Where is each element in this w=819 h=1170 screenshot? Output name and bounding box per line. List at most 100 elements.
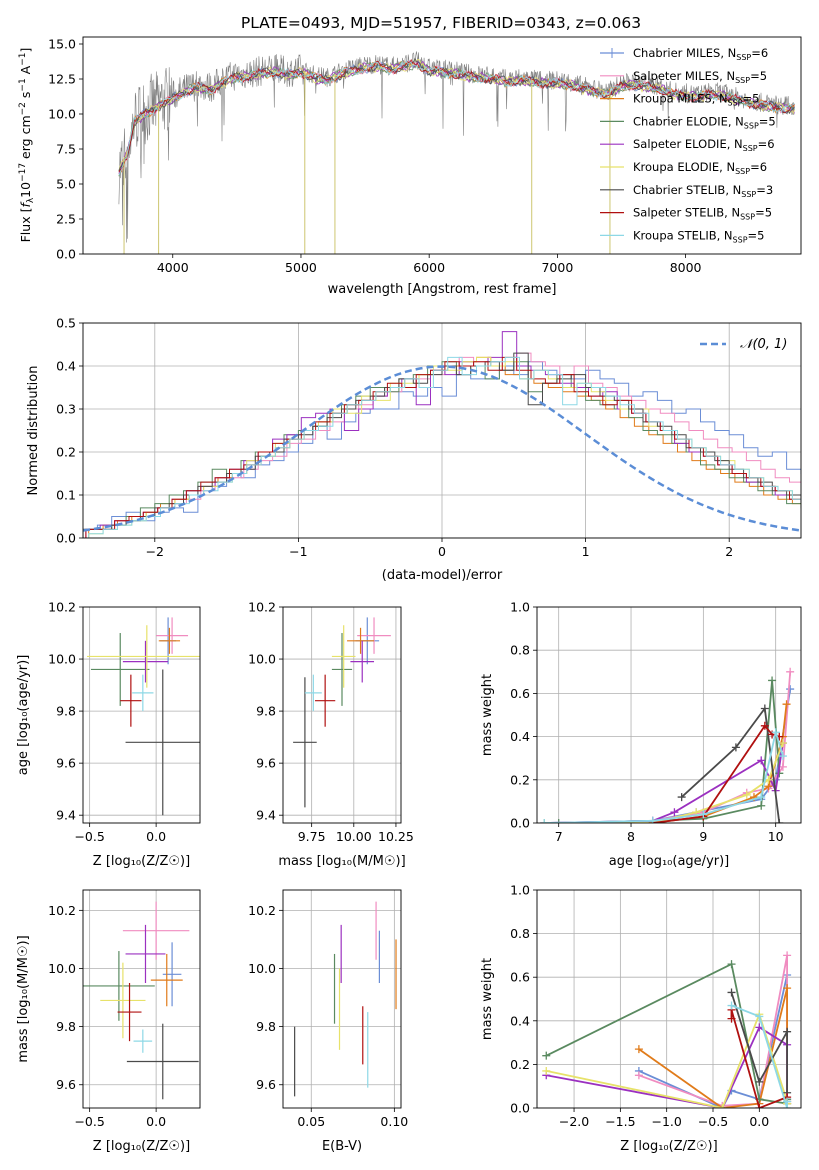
weight-marker [783, 951, 792, 960]
y-tick-label: 0.6 [510, 970, 530, 985]
y-tick-label: 5.0 [56, 177, 76, 192]
y-axis-label: mass [log₁₀(M/M☉)] [16, 935, 31, 1062]
model-spectrum-7 [118, 58, 795, 173]
y-tick-label: 0.5 [56, 316, 76, 331]
model-spectrum-4 [118, 60, 795, 174]
weight-marker [699, 810, 708, 819]
y-tick-label: 10.2 [48, 600, 76, 615]
y-tick-label: 10.0 [248, 652, 276, 667]
y-tick-label: 9.4 [56, 808, 76, 823]
y-tick-label: 0.4 [56, 359, 76, 374]
x-tick-label: 1 [582, 544, 590, 559]
y-tick-label: 10.0 [48, 652, 76, 667]
axes-frame [82, 606, 201, 824]
weight-marker [742, 790, 751, 799]
weight-line-8 [544, 728, 784, 823]
weight-marker [757, 756, 766, 765]
x-tick-label: 0.0 [749, 1114, 769, 1129]
axes-frame [82, 889, 201, 1109]
legend-label-0: Chabrier MILES, NSSP=6 [633, 46, 768, 62]
plot-area [83, 607, 200, 823]
y-tick-label: 9.6 [256, 1077, 276, 1092]
model-spectrum-8 [118, 60, 795, 176]
weight-marker [648, 816, 657, 823]
y-tick-label: 9.6 [56, 756, 76, 771]
x-tick-label: 0.05 [297, 1114, 325, 1129]
x-tick-label: 2 [725, 544, 733, 559]
weight-marker [677, 793, 686, 802]
y-tick-label: 9.6 [56, 1077, 76, 1092]
legend-label-1: Salpeter MILES, NSSP=5 [633, 69, 767, 85]
y-tick-label: 0.4 [510, 729, 530, 744]
weight-marker [540, 819, 549, 823]
y-tick-label: 0.2 [56, 445, 76, 460]
x-tick-label: 10.00 [336, 829, 372, 844]
y-axis-label: Normed distribution [26, 366, 41, 496]
y-axis-label: mass weight [480, 958, 495, 1040]
axes-frame [536, 889, 802, 1109]
x-tick-label: −0.5 [74, 829, 104, 844]
axes-spectrum: 4000 5000 6000 7000 8000 0.0 2.5 5.0 7.5 10.0 12.5… [18, 37, 802, 297]
y-tick-label: 1.0 [510, 883, 530, 898]
y-tick-label: 15.0 [48, 37, 76, 52]
x-tick-label: −2 [146, 544, 164, 559]
weight-marker [731, 743, 740, 752]
y-tick-label: 0.6 [510, 686, 530, 701]
weight-marker [542, 1051, 551, 1060]
weight-marker [755, 1077, 764, 1086]
x-tick-label: −0.5 [74, 1114, 104, 1129]
weight-marker [778, 762, 787, 771]
weight-marker [768, 676, 777, 685]
y-tick-label: 0.2 [510, 1057, 530, 1072]
x-tick-label: 7000 [541, 260, 573, 275]
legend-label: 𝒩(0, 1) [740, 337, 787, 352]
weight-marker [757, 801, 766, 810]
x-tick-label: −2.0 [559, 1114, 589, 1129]
histogram-6 [83, 352, 801, 538]
weight-marker [718, 1104, 727, 1108]
x-tick-label: 0 [438, 544, 446, 559]
histogram-0 [83, 361, 801, 538]
y-tick-label: 10.0 [248, 961, 276, 976]
axes-frame [536, 606, 802, 824]
x-tick-label: 0.0 [146, 829, 166, 844]
x-tick-label: −1.0 [652, 1114, 682, 1129]
x-tick-label: 4000 [157, 260, 189, 275]
axes-residuals: −2 −1 0 1 2 0.0 0.1 0.2 0.3 0.4 0.5 (data-model)/er… [26, 316, 802, 583]
axes-mass-weight-vs-age: 7 8 9 10 0.0 0.2 0.4 0.6 0.8 1.0 age [log₁₀(age/yr… [480, 600, 802, 869]
x-tick-label: 8 [627, 829, 635, 844]
histogram-1 [85, 352, 801, 538]
y-tick-label: 2.5 [56, 212, 76, 227]
weight-marker [778, 752, 787, 761]
y-tick-label: 7.5 [56, 142, 76, 157]
weight-marker [727, 988, 736, 997]
weight-marker [634, 1045, 643, 1054]
weight-marker [554, 819, 563, 823]
axes-frame [282, 889, 402, 1109]
legend-label-7: Salpeter STELIB, NSSP=5 [633, 206, 772, 222]
axes-frame [82, 322, 802, 539]
x-tick-label: 0.10 [380, 1114, 408, 1129]
x-axis-label: age [log₁₀(age/yr)] [609, 854, 730, 869]
normal-curve [83, 365, 801, 532]
y-tick-label: 0.0 [510, 1101, 530, 1116]
axes-mass-vs-Z: −0.5 0.0 9.6 9.8 10.0 10.2 Z [log₁₀(Z/Z☉)] mass… [16, 889, 201, 1154]
y-tick-label: 0.3 [56, 402, 76, 417]
model-spectrum-3 [118, 61, 795, 177]
plot-area [283, 607, 401, 823]
x-tick-label: 5000 [285, 260, 317, 275]
y-tick-label: 10.2 [48, 903, 76, 918]
weight-line-1 [652, 671, 792, 822]
legend-label-3: Chabrier ELODIE, NSSP=5 [633, 114, 776, 130]
weight-marker [727, 1014, 736, 1023]
weight-line-6 [681, 706, 781, 823]
y-tick-label: 9.4 [256, 808, 276, 823]
weight-marker [783, 984, 792, 993]
x-axis-label: E(B-V) [322, 1139, 362, 1154]
weight-marker [760, 721, 769, 730]
plot-area [537, 607, 801, 823]
y-tick-label: 0.8 [510, 643, 530, 658]
model-spectrum-6 [118, 57, 795, 172]
x-tick-label: −0.5 [698, 1114, 728, 1129]
